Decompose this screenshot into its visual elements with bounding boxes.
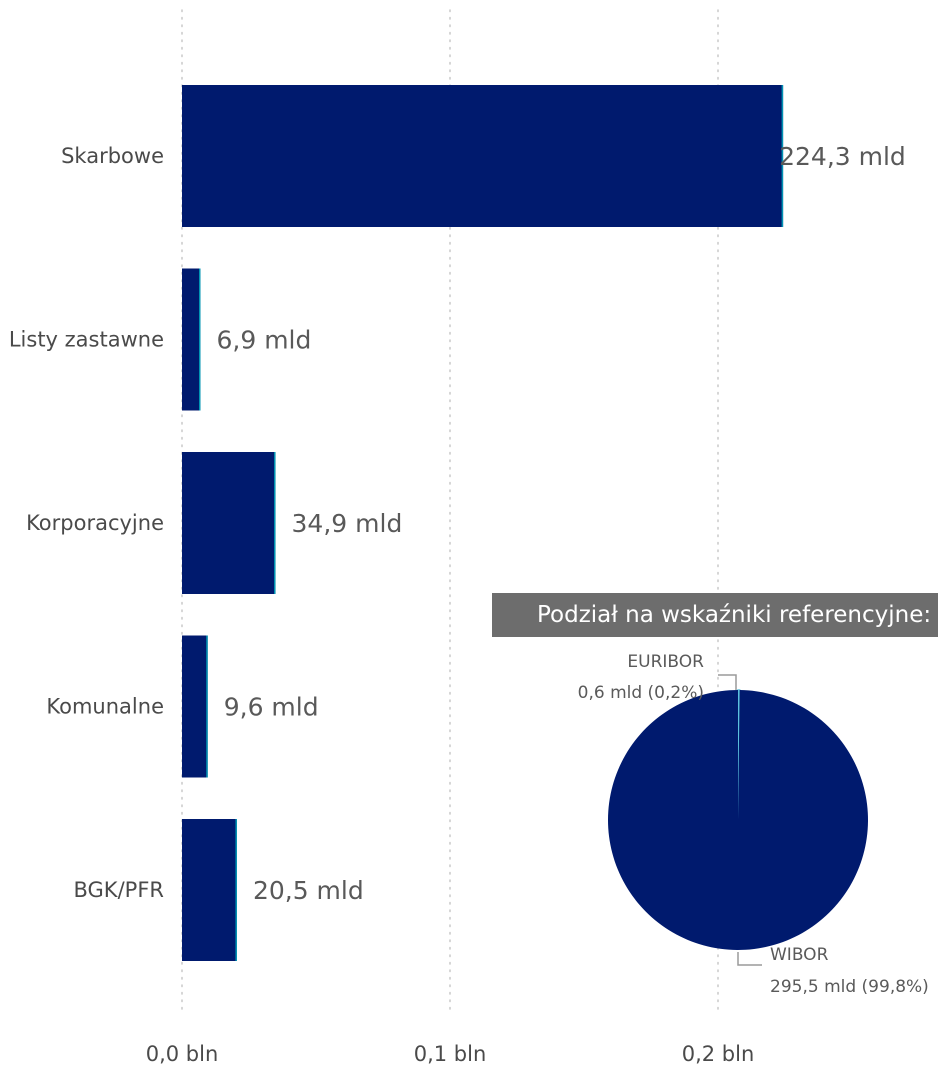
category-label: BGK/PFR (74, 878, 165, 902)
bar-series (182, 85, 784, 961)
pie-chart: EURIBOR 0,6 mld (0,2%) WIBOR 295,5 mld (99,… (578, 652, 929, 997)
bar-3 (182, 635, 208, 778)
category-label: Komunalne (46, 695, 164, 719)
x-tick-label: 0,1 bln (414, 1042, 487, 1066)
bar-1 (182, 268, 201, 411)
category-labels: Skarbowe Listy zastawne Korporacyjne Komuna… (9, 144, 164, 902)
bar-edge-1 (198, 268, 201, 411)
leader-line-wibor (737, 952, 762, 966)
pie-label-value: 0,6 mld (0,2%) (578, 683, 704, 703)
leader-line-euribor (718, 674, 737, 690)
value-label: 20,5 mld (253, 876, 364, 905)
bar-2 (182, 452, 276, 594)
value-label: 34,9 mld (292, 509, 403, 538)
bar-edge-0 (781, 85, 784, 227)
pie-title-banner: Podział na wskaźniki referencyjne: (492, 593, 938, 637)
pie-label-value: 295,5 mld (99,8%) (770, 977, 929, 997)
x-axis-ticks: 0,0 bln 0,1 bln 0,2 bln (146, 1042, 755, 1066)
data-labels: 224,3 mld 6,9 mld 34,9 mld 9,6 mld 20,5 mld (216, 142, 905, 905)
value-label: 6,9 mld (216, 326, 311, 355)
pie-title: Podział na wskaźniki referencyjne: (537, 602, 932, 628)
pie-slice-wibor (607, 690, 868, 951)
bar-0 (182, 85, 784, 227)
bar-edge-3 (206, 635, 208, 778)
category-label: Listy zastawne (9, 328, 164, 352)
category-label: Skarbowe (61, 144, 164, 168)
pie-label-name: EURIBOR (627, 652, 704, 672)
value-label: 9,6 mld (224, 693, 319, 722)
x-tick-label: 0,2 bln (682, 1042, 755, 1066)
bar-edge-4 (235, 819, 237, 961)
pie-slice-euribor (737, 689, 741, 821)
category-label: Korporacyjne (26, 511, 164, 535)
pie-label-name: WIBOR (770, 945, 829, 965)
value-label: 224,3 mld (779, 142, 906, 171)
x-tick-label: 0,0 bln (146, 1042, 219, 1066)
bar-4 (182, 819, 237, 961)
bar-edge-2 (274, 452, 276, 594)
